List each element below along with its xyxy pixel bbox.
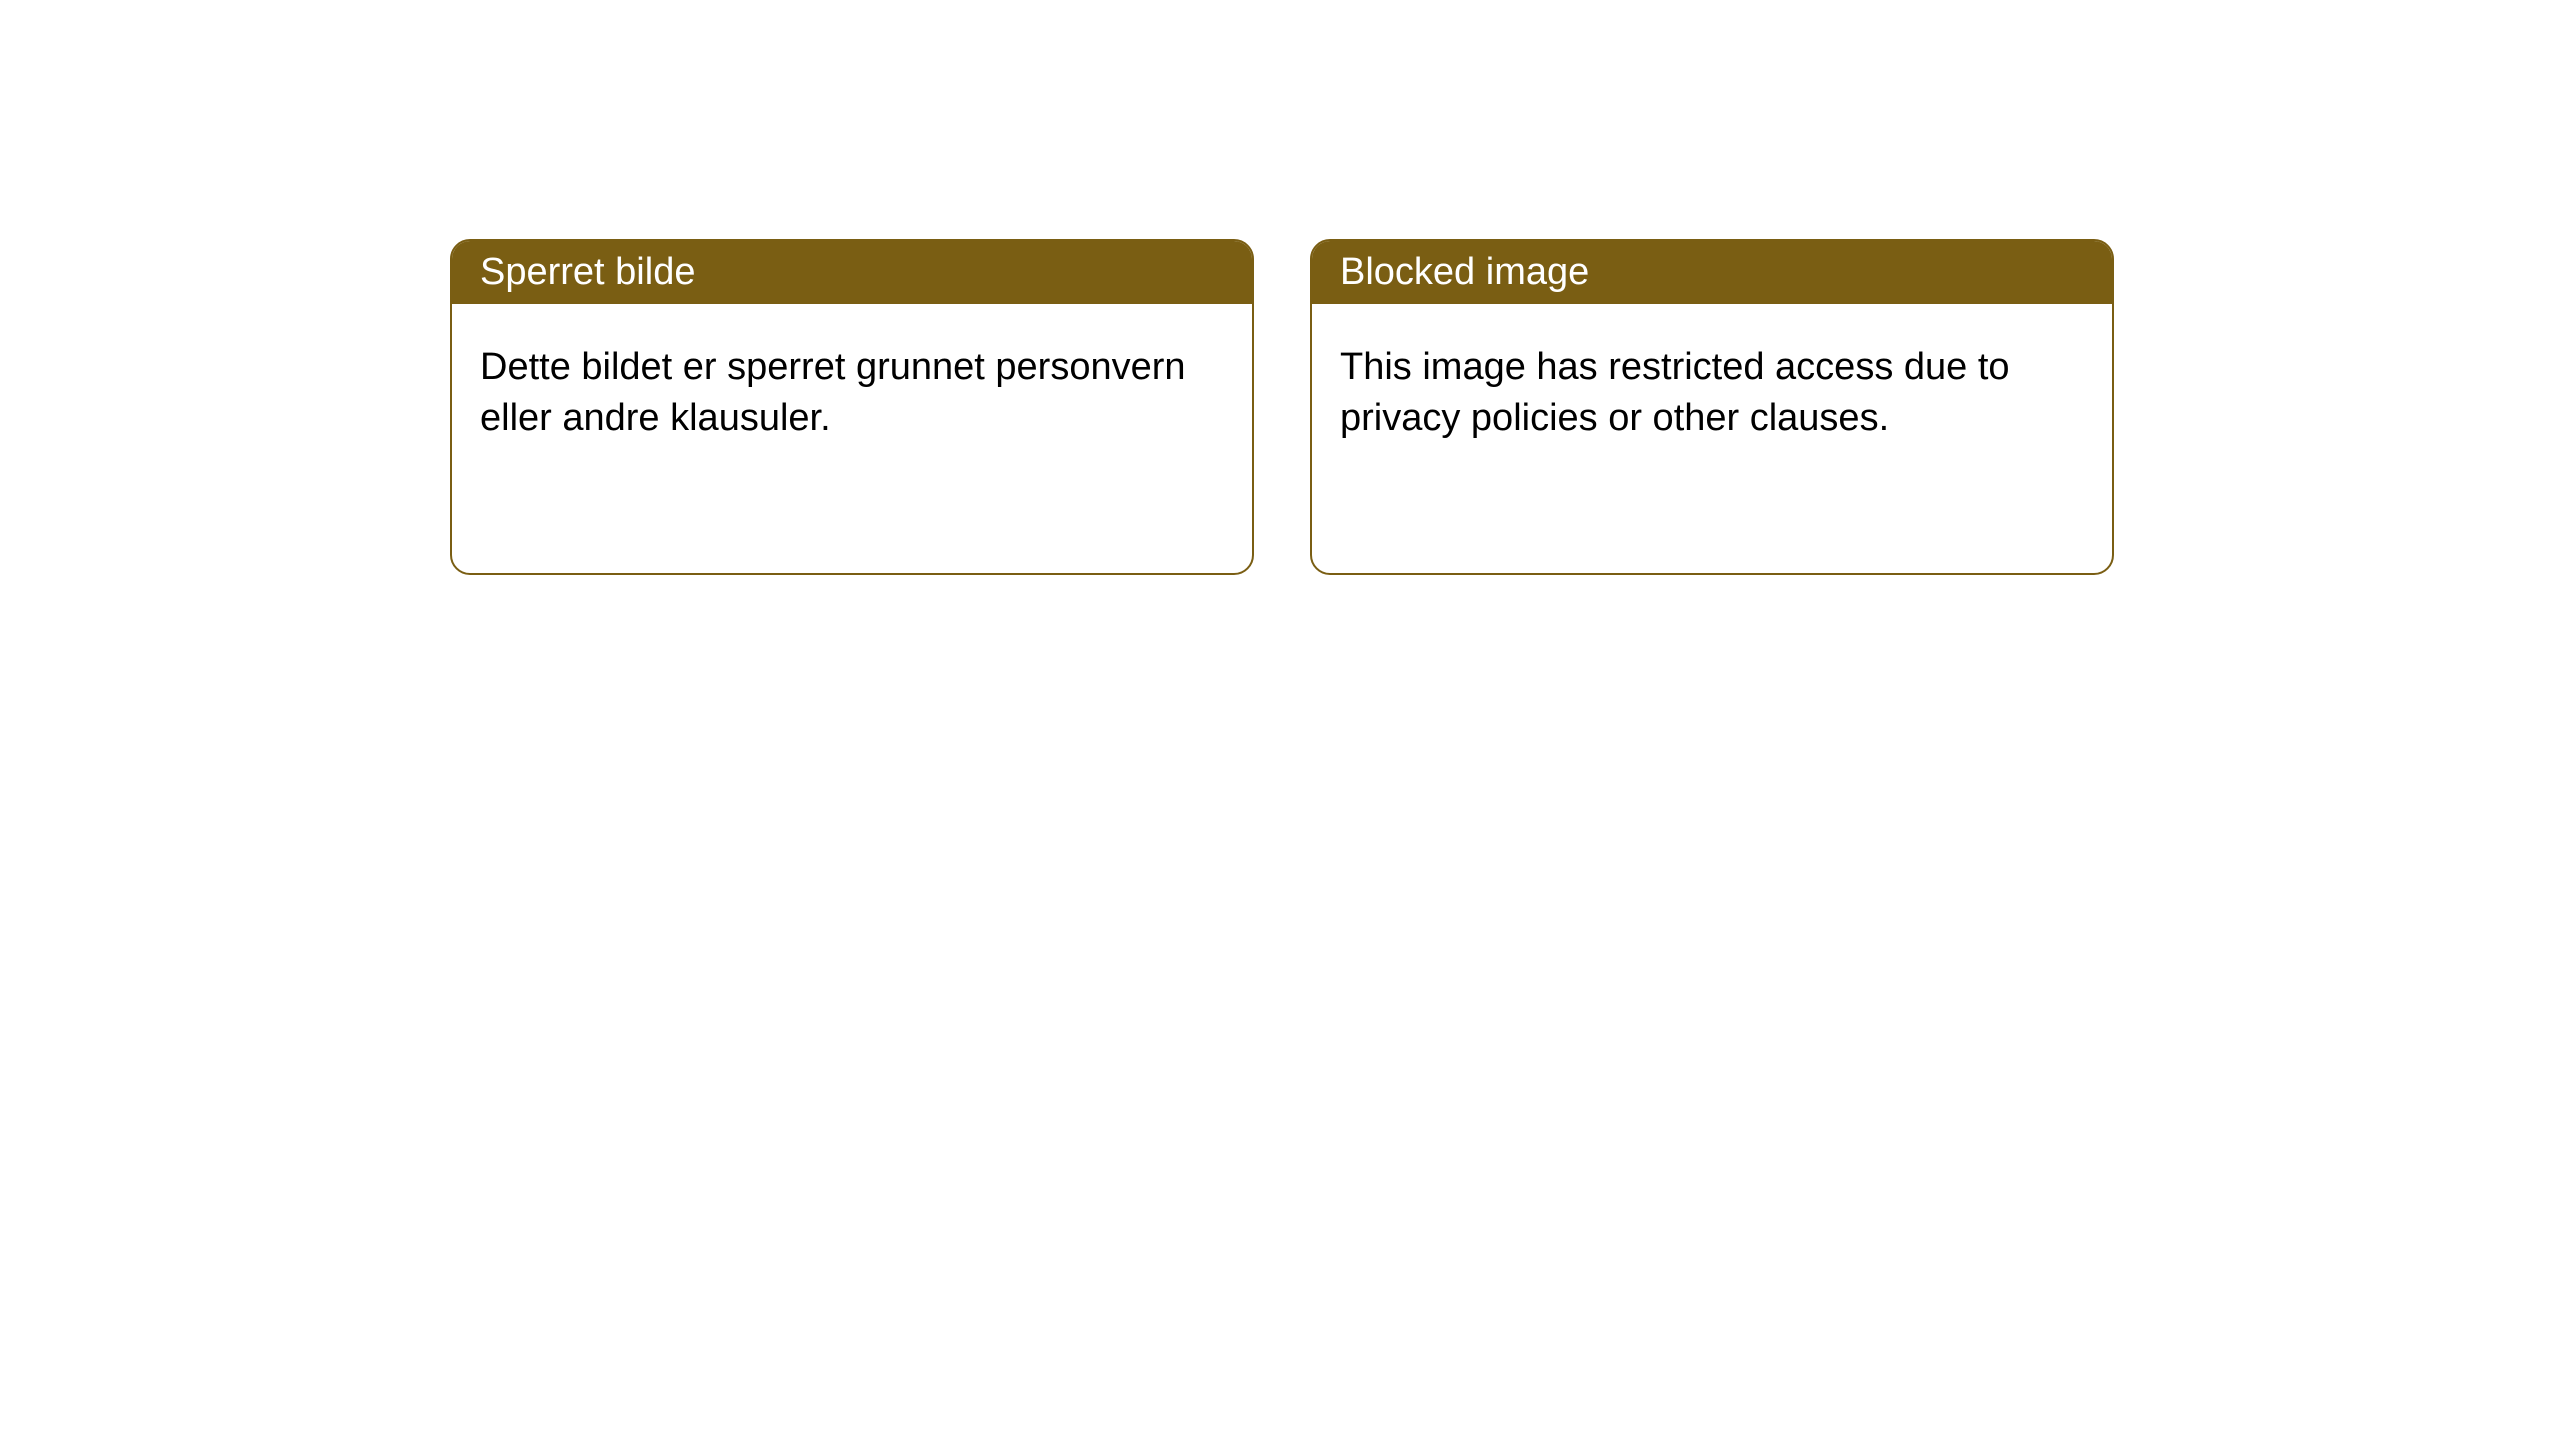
card-title: Sperret bilde — [480, 251, 695, 293]
card-header: Blocked image — [1312, 241, 2112, 304]
blocked-image-card-english: Blocked image This image has restricted … — [1310, 239, 2114, 575]
card-body-text: Dette bildet er sperret grunnet personve… — [480, 346, 1186, 439]
card-body-text: This image has restricted access due to … — [1340, 346, 2010, 439]
card-body: This image has restricted access due to … — [1312, 304, 2112, 483]
card-body: Dette bildet er sperret grunnet personve… — [452, 304, 1252, 483]
blocked-image-card-norwegian: Sperret bilde Dette bildet er sperret gr… — [450, 239, 1254, 575]
notice-cards-container: Sperret bilde Dette bildet er sperret gr… — [0, 0, 2560, 575]
card-header: Sperret bilde — [452, 241, 1252, 304]
card-title: Blocked image — [1340, 251, 1589, 293]
